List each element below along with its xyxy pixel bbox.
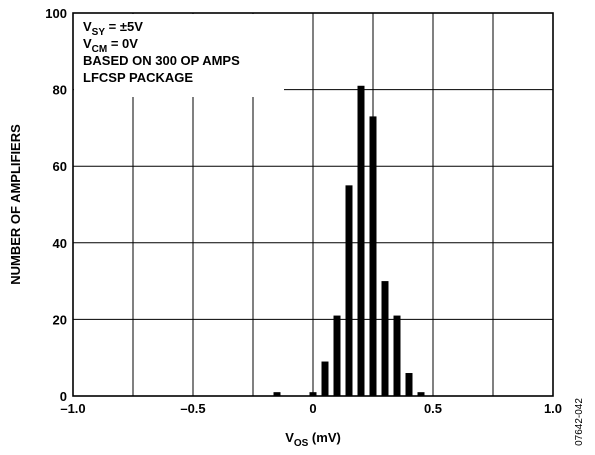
x-tick-label: –0.5 — [180, 401, 205, 416]
plot-frame — [72, 12, 554, 397]
histogram-bar — [273, 392, 281, 396]
x-tick-label: 0 — [309, 401, 316, 416]
figure-id: 07642-042 — [574, 398, 585, 446]
x-axis-label-sub: OS — [294, 438, 309, 449]
legend-background — [74, 14, 284, 97]
histogram-bar — [417, 392, 425, 396]
histogram-bar — [393, 315, 401, 396]
y-tick-label: 0 — [60, 389, 67, 404]
histogram-bar — [369, 116, 377, 396]
legend-line: BASED ON 300 OP AMPS — [83, 53, 240, 68]
x-axis-label-main: V — [285, 430, 294, 445]
y-tick-label: 60 — [53, 159, 67, 174]
legend-line: VSY = ±5V — [83, 19, 143, 38]
x-tick-label: –1.0 — [60, 401, 85, 416]
histogram-bar — [345, 185, 353, 396]
histogram-bar — [309, 392, 317, 396]
tick-labels: –1.0 –0.5 0 0.5 1.0 0 20 40 60 80 100 — [45, 6, 562, 416]
y-axis-label: NUMBER OF AMPLIFIERS — [8, 124, 23, 285]
x-axis-label: VOS (mV) — [285, 430, 341, 449]
x-tick-label: 1.0 — [544, 401, 562, 416]
legend-line: LFCSP PACKAGE — [83, 70, 193, 85]
histogram-bar — [357, 85, 365, 397]
x-tick-label: 0.5 — [424, 401, 442, 416]
histogram-bar — [381, 281, 389, 396]
legend-line: VCM = 0V — [83, 36, 138, 55]
bars — [273, 85, 425, 397]
y-tick-label: 100 — [45, 6, 67, 21]
y-tick-label: 40 — [53, 236, 67, 251]
histogram-bar — [405, 373, 413, 396]
y-tick-label: 80 — [53, 83, 67, 98]
x-axis-label-unit: (mV) — [308, 430, 341, 445]
histogram-bar — [321, 361, 329, 396]
y-tick-label: 20 — [53, 312, 67, 327]
histogram-bar — [333, 315, 341, 396]
